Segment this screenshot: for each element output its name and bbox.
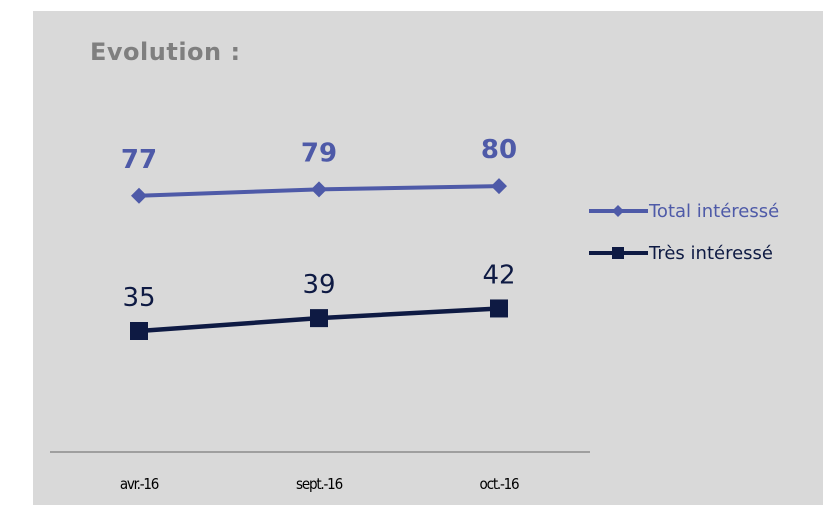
legend-marker xyxy=(612,205,624,217)
legend-entry: Total intéressé xyxy=(589,201,779,222)
data-point xyxy=(311,181,327,198)
legend-entry: Très intéressé xyxy=(589,243,773,264)
x-tick-label: sept.-16 xyxy=(296,475,343,493)
data-point xyxy=(310,309,328,328)
legend-label: Très intéressé xyxy=(648,243,773,264)
data-point xyxy=(491,178,507,195)
series-tres-interesse: 35 39 42 xyxy=(122,260,516,340)
data-label: 80 xyxy=(481,135,517,165)
data-point xyxy=(490,299,508,318)
data-point xyxy=(131,187,147,204)
legend-marker xyxy=(612,247,624,259)
series-layer: 77 79 80 35 39 42 xyxy=(121,135,517,340)
chart-title: Evolution : xyxy=(90,38,241,66)
data-label: 42 xyxy=(482,260,515,290)
data-label: 39 xyxy=(302,270,335,300)
x-tick-labels: avr.-16 sept.-16 oct.-16 xyxy=(120,475,520,493)
series-total-interesse: 77 79 80 xyxy=(121,135,517,204)
legend: Total intéressé Très intéressé xyxy=(589,201,779,264)
data-label: 77 xyxy=(121,145,157,175)
x-tick-label: oct.-16 xyxy=(480,475,520,493)
legend-label: Total intéressé xyxy=(648,201,779,222)
x-tick-label: avr.-16 xyxy=(120,475,159,493)
data-label: 79 xyxy=(301,138,337,168)
data-point xyxy=(130,322,148,340)
chart-panel xyxy=(33,11,823,505)
data-label: 35 xyxy=(122,283,155,313)
